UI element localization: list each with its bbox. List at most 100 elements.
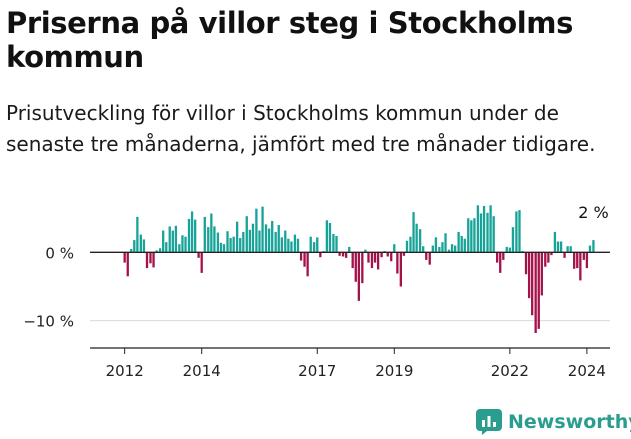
bar: [139, 234, 142, 253]
bar: [473, 218, 476, 253]
bar: [444, 233, 447, 253]
bar: [181, 235, 184, 253]
bar: [242, 231, 245, 253]
newsworthy-logo: Newsworthy: [476, 406, 631, 438]
chart-subtitle: Prisutveckling för villor i Stockholms k…: [6, 101, 596, 156]
bar: [213, 226, 216, 253]
bar: [248, 229, 252, 253]
bar: [207, 227, 210, 253]
bar: [412, 212, 415, 253]
x-axis: [90, 347, 610, 354]
bar: [149, 252, 152, 264]
bar: [165, 242, 168, 253]
bar: [319, 252, 322, 258]
bar: [284, 230, 287, 253]
brand-name: Newsworthy: [508, 411, 631, 433]
bar: [341, 252, 345, 257]
bar: [499, 252, 502, 273]
bar: [540, 252, 543, 296]
bar: [232, 236, 235, 253]
bar: [251, 223, 255, 253]
bar: [418, 229, 422, 253]
bar: [258, 230, 261, 253]
bar: [463, 238, 466, 253]
bar: [197, 252, 200, 258]
bar: [222, 244, 226, 253]
bar: [515, 211, 518, 253]
bar: [226, 231, 229, 253]
bar: [354, 252, 357, 282]
bar: [486, 212, 489, 253]
bar: [434, 237, 438, 253]
bar: [255, 208, 258, 253]
bar: [155, 250, 158, 253]
bar: [123, 252, 126, 263]
bar: [245, 216, 248, 253]
bar: [431, 245, 434, 253]
bar: [313, 242, 316, 253]
bar: [585, 252, 589, 269]
bar: [537, 252, 540, 329]
bar: [136, 216, 139, 253]
y-tick-label: 0 %: [45, 244, 74, 262]
bar: [399, 252, 402, 287]
bar: [261, 206, 264, 253]
bar: [328, 223, 332, 253]
bar: [325, 220, 329, 253]
bar: [550, 252, 553, 256]
bar: [287, 238, 290, 253]
bar: [344, 252, 348, 258]
x-tick-label: 2017: [298, 362, 336, 380]
bar: [290, 241, 293, 253]
bar: [126, 252, 129, 277]
bar: [454, 245, 457, 253]
bar: [573, 252, 576, 269]
bar: [527, 252, 531, 299]
bar: [460, 236, 463, 253]
bar: [479, 213, 483, 253]
bar: [544, 252, 547, 267]
y-tick-label: −10 %: [23, 313, 74, 331]
bar: [402, 252, 406, 256]
bar: [130, 248, 133, 253]
bar: [367, 252, 370, 263]
bar: [303, 252, 306, 267]
bar: [299, 252, 303, 261]
bar: [482, 205, 486, 253]
bar: [425, 252, 428, 260]
bar: [239, 238, 242, 253]
bar: [280, 237, 283, 253]
bar: [194, 219, 197, 253]
last-value-label: 2 %: [578, 203, 608, 222]
bar: [335, 236, 338, 253]
bar: [393, 244, 396, 253]
bar: [322, 251, 325, 253]
bar: [210, 213, 213, 253]
bar: [373, 252, 377, 263]
bar: [396, 252, 399, 274]
bar: [277, 225, 280, 253]
bar: [332, 233, 335, 253]
bar: [470, 220, 473, 253]
bar: [438, 246, 441, 253]
bar: [508, 247, 512, 253]
bar: [405, 240, 409, 253]
bar: [553, 231, 557, 253]
bar: [559, 241, 563, 253]
bar: [428, 252, 431, 265]
bar: [592, 240, 595, 253]
bar: [380, 252, 383, 258]
bar: [184, 236, 187, 253]
bar: [547, 252, 550, 263]
bar: [200, 252, 203, 273]
bar: [274, 231, 277, 253]
bar: [582, 252, 585, 260]
bar: [338, 252, 341, 256]
chart-title: Priserna på villor steg i Stockholms kom…: [6, 6, 573, 74]
bar: [390, 252, 393, 262]
bar: [563, 252, 566, 258]
bar: [229, 238, 232, 253]
bar: [235, 221, 239, 253]
bar: [162, 230, 165, 253]
bar: [168, 226, 171, 253]
